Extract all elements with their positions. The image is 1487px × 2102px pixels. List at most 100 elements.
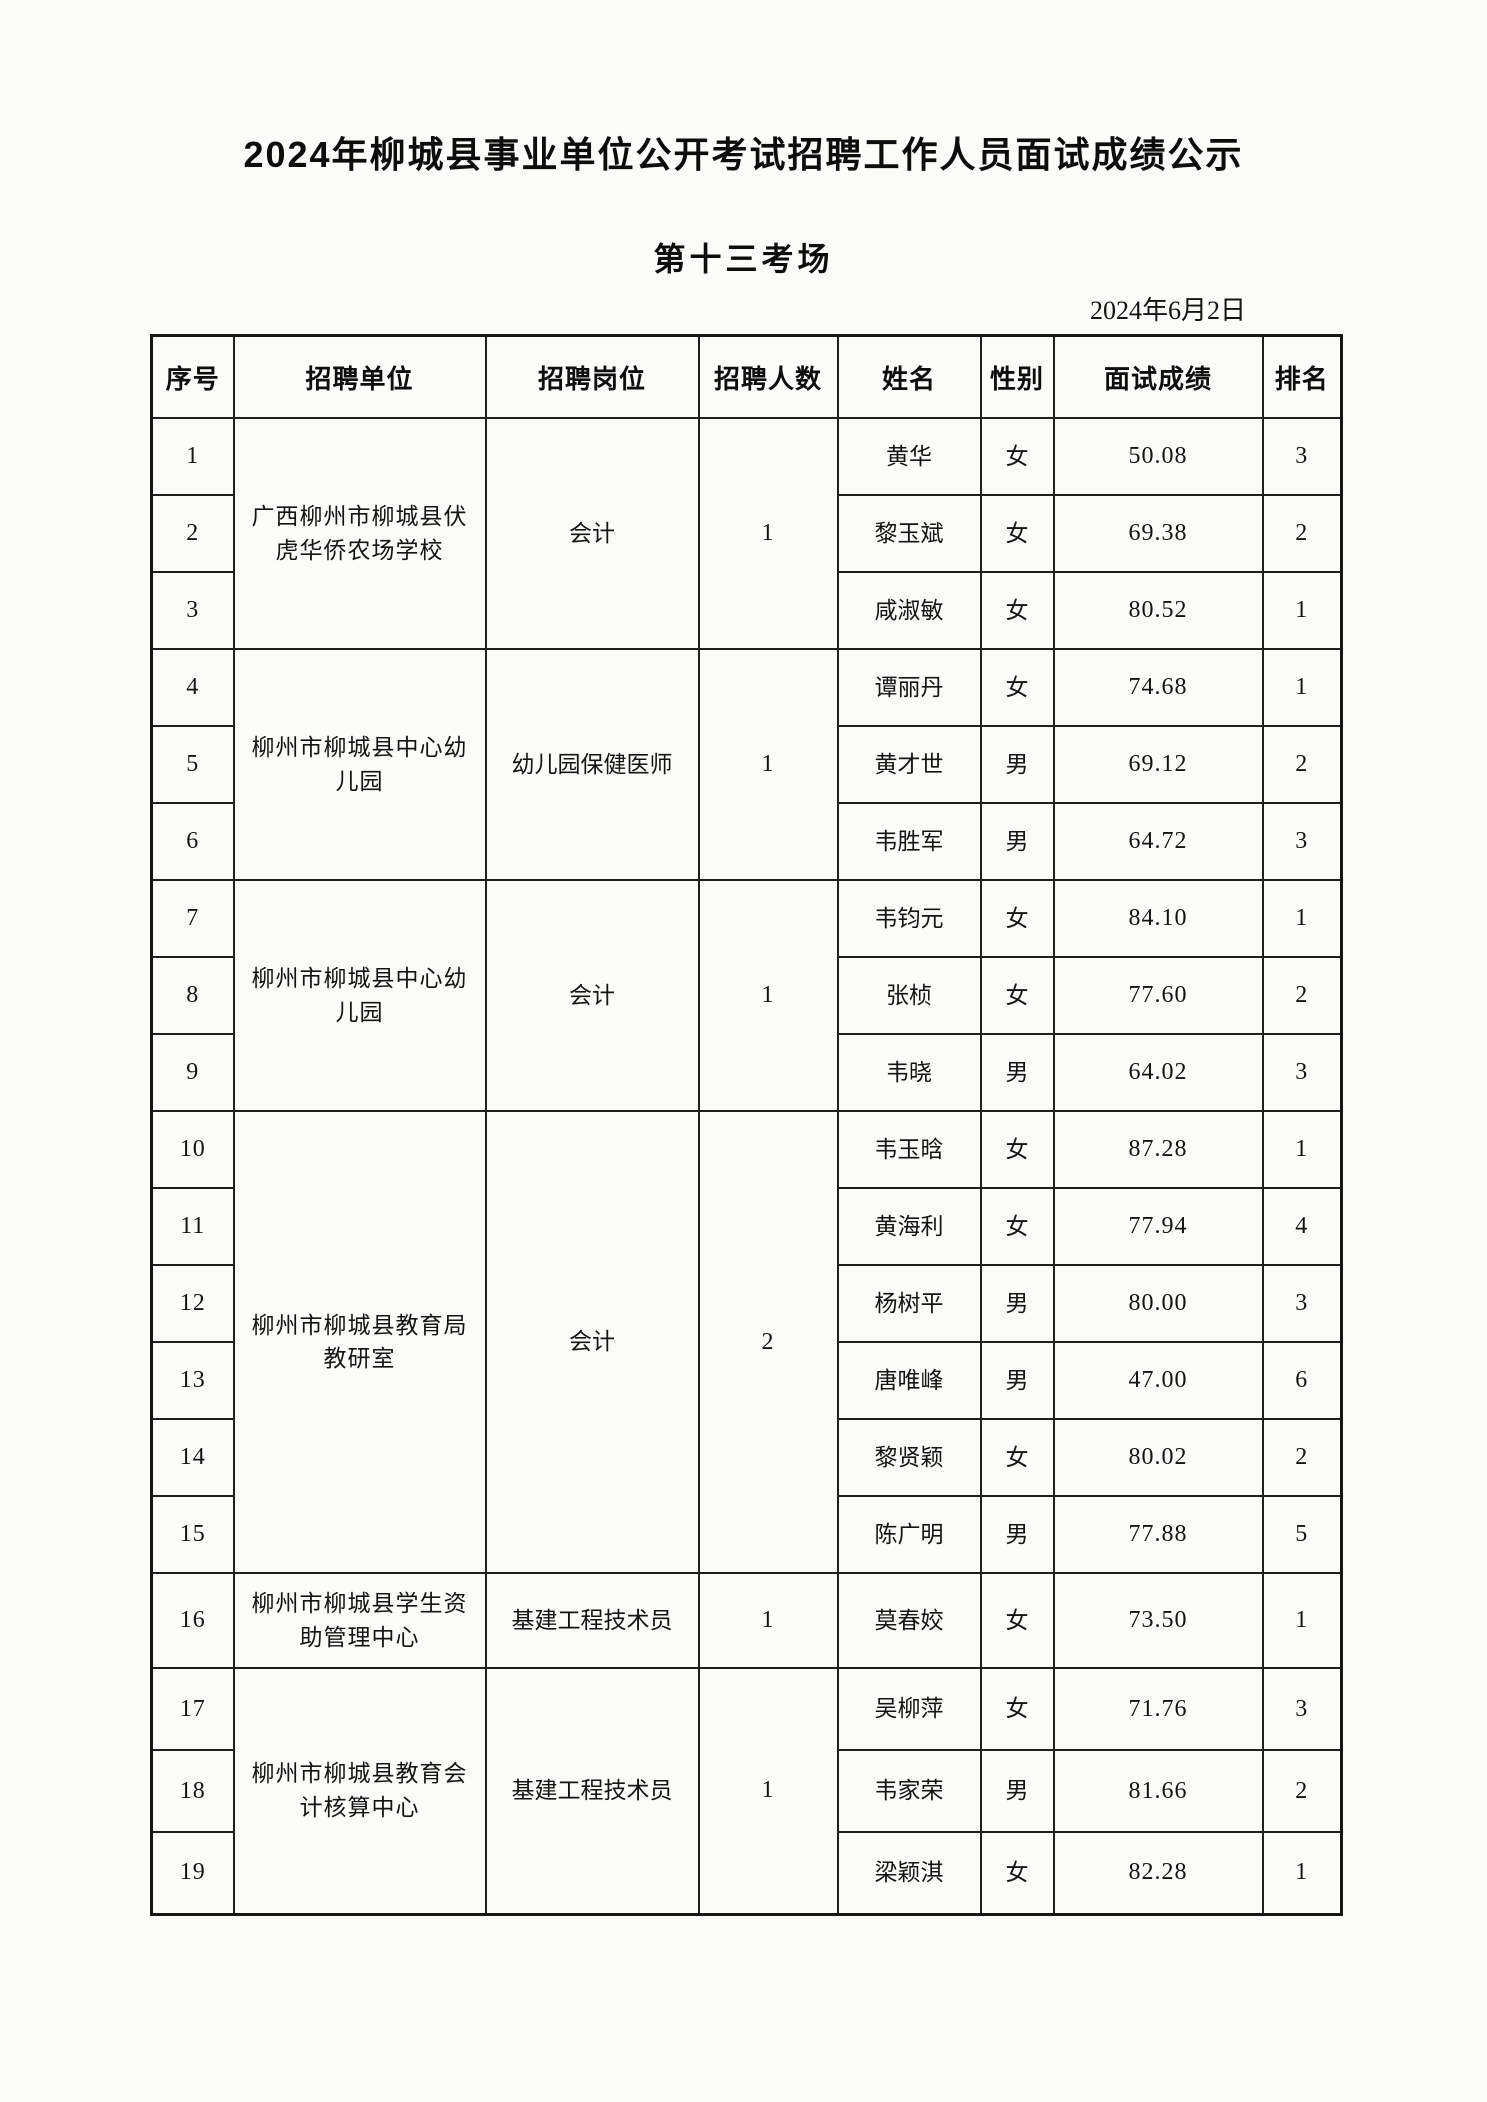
cell-no: 3 — [150, 571, 235, 650]
cell-score: 73.50 — [1052, 1572, 1264, 1669]
cell-no: 17 — [150, 1667, 235, 1751]
cell-name: 黄华 — [836, 417, 982, 496]
cell-unit: 柳州市柳城县教育局教研室 — [232, 1110, 487, 1574]
table-row: 6 韦胜军 男 64.72 3 — [150, 802, 1343, 881]
cell-no: 11 — [150, 1187, 235, 1266]
cell-rank: 4 — [1261, 1187, 1343, 1266]
cell-gender: 男 — [979, 1495, 1055, 1574]
table-row: 16 柳州市柳城县学生资助管理中心 基建工程技术员 1 莫春姣 女 73.50 … — [150, 1572, 1343, 1669]
cell-gender: 女 — [979, 1110, 1055, 1189]
header-count: 招聘人数 — [697, 334, 839, 419]
cell-gender: 女 — [979, 879, 1055, 958]
cell-score: 77.88 — [1052, 1495, 1264, 1574]
cell-no: 5 — [150, 725, 235, 804]
cell-position: 基建工程技术员 — [484, 1667, 700, 1915]
cell-rank: 5 — [1261, 1495, 1343, 1574]
table-row: 12 杨树平 男 80.00 3 — [150, 1264, 1343, 1343]
cell-no: 19 — [150, 1831, 235, 1915]
cell-score: 87.28 — [1052, 1110, 1264, 1189]
header-score: 面试成绩 — [1052, 334, 1264, 419]
cell-unit: 柳州市柳城县中心幼儿园 — [232, 879, 487, 1112]
cell-gender: 男 — [979, 1033, 1055, 1112]
cell-no: 9 — [150, 1033, 235, 1112]
cell-rank: 1 — [1261, 1572, 1343, 1669]
cell-count: 1 — [697, 1667, 839, 1915]
table-header-row: 序号 招聘单位 招聘岗位 招聘人数 姓名 性别 面试成绩 排名 — [150, 334, 1343, 419]
cell-name: 唐唯峰 — [836, 1341, 982, 1420]
cell-gender: 女 — [979, 1187, 1055, 1266]
cell-score: 77.60 — [1052, 956, 1264, 1035]
cell-score: 77.94 — [1052, 1187, 1264, 1266]
cell-gender: 男 — [979, 725, 1055, 804]
header-position: 招聘岗位 — [484, 334, 700, 419]
cell-rank: 3 — [1261, 1667, 1343, 1751]
cell-name: 黎贤颖 — [836, 1418, 982, 1497]
cell-unit: 柳州市柳城县教育会计核算中心 — [232, 1667, 487, 1915]
cell-no: 10 — [150, 1110, 235, 1189]
cell-gender: 男 — [979, 1749, 1055, 1833]
cell-gender: 男 — [979, 1264, 1055, 1343]
cell-unit: 柳州市柳城县学生资助管理中心 — [232, 1572, 487, 1669]
cell-no: 2 — [150, 494, 235, 573]
cell-rank: 2 — [1261, 956, 1343, 1035]
cell-score: 71.76 — [1052, 1667, 1264, 1751]
cell-position: 会计 — [484, 1110, 700, 1574]
table-row: 1 广西柳州市柳城县伏虎华侨农场学校 会计 1 黄华 女 50.08 3 — [150, 417, 1343, 650]
cell-count: 1 — [697, 648, 839, 881]
cell-gender: 女 — [979, 1831, 1055, 1915]
cell-score: 80.00 — [1052, 1264, 1264, 1343]
header-no: 序号 — [150, 334, 235, 419]
cell-gender: 女 — [979, 956, 1055, 1035]
cell-position: 幼儿园保健医师 — [484, 648, 700, 881]
table-row: 4 柳州市柳城县中心幼儿园 幼儿园保健医师 1 谭丽丹 女 74.68 1 — [150, 648, 1343, 881]
table-row: 8 张桢 女 77.60 2 — [150, 956, 1343, 1035]
table-row: 9 韦晓 男 64.02 3 — [150, 1033, 1343, 1112]
cell-gender: 女 — [979, 648, 1055, 727]
cell-unit: 柳州市柳城县中心幼儿园 — [232, 648, 487, 881]
cell-score: 47.00 — [1052, 1341, 1264, 1420]
cell-score: 64.72 — [1052, 802, 1264, 881]
cell-score: 81.66 — [1052, 1749, 1264, 1833]
table-row: 10 柳州市柳城县教育局教研室 会计 2 韦玉晗 女 87.28 1 — [150, 1110, 1343, 1574]
table-row: 11 黄海利 女 77.94 4 — [150, 1187, 1343, 1266]
cell-count: 2 — [697, 1110, 839, 1574]
cell-position: 会计 — [484, 417, 700, 650]
cell-rank: 3 — [1261, 1033, 1343, 1112]
table-row: 7 柳州市柳城县中心幼儿园 会计 1 韦钧元 女 84.10 1 — [150, 879, 1343, 1112]
header-rank: 排名 — [1261, 334, 1343, 419]
cell-score: 82.28 — [1052, 1831, 1264, 1915]
cell-rank: 2 — [1261, 494, 1343, 573]
table-row: 5 黄才世 男 69.12 2 — [150, 725, 1343, 804]
page-title: 2024年柳城县事业单位公开考试招聘工作人员面试成绩公示 — [243, 134, 1244, 175]
cell-name: 咸淑敏 — [836, 571, 982, 650]
cell-position: 基建工程技术员 — [484, 1572, 700, 1669]
cell-score: 80.52 — [1052, 571, 1264, 650]
cell-name: 韦玉晗 — [836, 1110, 982, 1189]
cell-no: 8 — [150, 956, 235, 1035]
cell-gender: 女 — [979, 1667, 1055, 1751]
cell-rank: 3 — [1261, 802, 1343, 881]
cell-gender: 男 — [979, 802, 1055, 881]
cell-rank: 2 — [1261, 1418, 1343, 1497]
cell-gender: 女 — [979, 1572, 1055, 1669]
cell-name: 韦钧元 — [836, 879, 982, 958]
cell-score: 80.02 — [1052, 1418, 1264, 1497]
cell-name: 梁颖淇 — [836, 1831, 982, 1915]
cell-rank: 1 — [1261, 1110, 1343, 1189]
header-name: 姓名 — [836, 334, 982, 419]
cell-no: 13 — [150, 1341, 235, 1420]
cell-rank: 3 — [1261, 1264, 1343, 1343]
cell-name: 黄海利 — [836, 1187, 982, 1266]
cell-rank: 1 — [1261, 571, 1343, 650]
cell-score: 84.10 — [1052, 879, 1264, 958]
cell-count: 1 — [697, 1572, 839, 1669]
cell-rank: 6 — [1261, 1341, 1343, 1420]
cell-position: 会计 — [484, 879, 700, 1112]
cell-score: 69.38 — [1052, 494, 1264, 573]
cell-unit: 广西柳州市柳城县伏虎华侨农场学校 — [232, 417, 487, 650]
header-gender: 性别 — [979, 334, 1055, 419]
table-row: 17 柳州市柳城县教育会计核算中心 基建工程技术员 1 吴柳萍 女 71.76 … — [150, 1667, 1343, 1915]
cell-name: 杨树平 — [836, 1264, 982, 1343]
cell-score: 74.68 — [1052, 648, 1264, 727]
page-subtitle: 第十三考场 — [653, 241, 834, 277]
